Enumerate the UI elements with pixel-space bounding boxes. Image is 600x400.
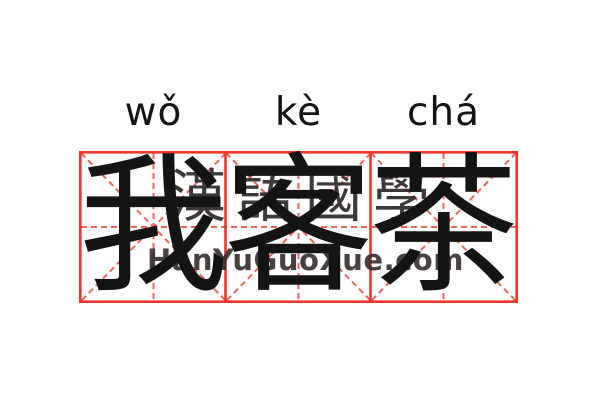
practice-grid [79,151,518,303]
watermark-site-url: HanYuGuoXue.com [147,243,464,277]
pinyin-label-3: chá [406,90,481,135]
pinyin-label-2: kè [274,90,323,135]
watermark-cjk-text: 漢語國學 [169,164,441,230]
pinyin-label-1: wǒ [124,90,183,135]
hanzi-character-2: 客 [223,140,374,314]
hanzi-character-1: 我 [78,140,229,314]
hanzi-character-3: 茶 [368,140,519,314]
